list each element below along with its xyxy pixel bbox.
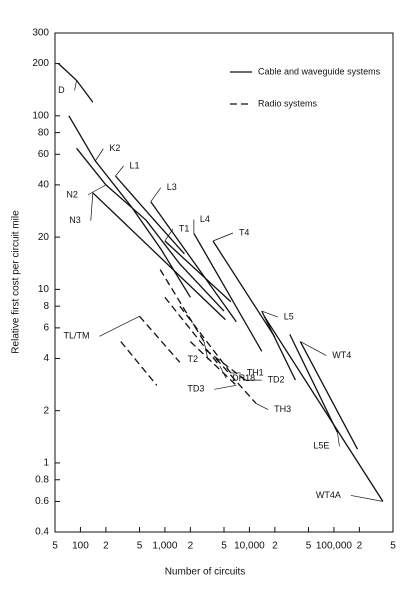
x-tick-label: 5 [137, 541, 143, 552]
cost-line [164, 296, 221, 367]
label-leader [261, 310, 278, 318]
line-label: N3 [69, 215, 81, 225]
label-leader [337, 432, 340, 447]
cost-line [139, 315, 181, 363]
cost-line [289, 334, 338, 433]
y-tick-label: 40 [38, 180, 50, 191]
label-leader [350, 495, 383, 502]
legend-label: Cable and waveguide systems [258, 66, 381, 76]
cost-line [115, 175, 185, 255]
cost-line [120, 341, 158, 386]
x-tick-label: 5 [52, 541, 58, 552]
y-tick-label: 0.6 [35, 496, 49, 507]
label-leader [74, 80, 77, 91]
line-label: TL/TM [64, 331, 90, 341]
label-leader [95, 148, 104, 162]
line-label: WT4 [332, 350, 351, 360]
label-leader [255, 403, 269, 410]
x-tick-label: 1,000 [152, 541, 177, 552]
x-tick-label: 2 [272, 541, 278, 552]
line-label: TD3 [187, 384, 204, 394]
y-tick-label: 0.4 [35, 527, 49, 538]
line-label: TD2 [268, 374, 285, 384]
line-label: T2 [187, 354, 198, 364]
label-leader [150, 187, 162, 202]
cost-line [193, 233, 263, 352]
y-tick-label: 10 [38, 284, 50, 295]
cost-line [212, 240, 276, 338]
cost-line [204, 349, 246, 381]
plot-frame [54, 32, 394, 533]
label-leader [164, 228, 174, 242]
line-label: L5 [284, 311, 294, 321]
x-tick-label: 5 [390, 541, 396, 552]
label-leader [214, 384, 237, 390]
y-tick-label: 200 [32, 58, 49, 69]
cost-line [159, 269, 205, 342]
line-label: TH3 [274, 404, 291, 414]
line-label: L1 [130, 160, 140, 170]
x-axis-label: Number of circuits [165, 567, 246, 578]
x-tick-label: 100 [72, 541, 89, 552]
cost-line [215, 357, 257, 404]
line-label: TH1 [247, 367, 264, 377]
x-tick-label: 2 [188, 541, 194, 552]
label-leader [99, 315, 140, 337]
cost-line [150, 201, 237, 323]
cost-line [179, 305, 232, 374]
y-tick-label: 6 [43, 323, 49, 334]
label-leader [300, 341, 327, 356]
label-leader [90, 192, 94, 221]
cost-line [299, 341, 359, 450]
x-tick-label: 2 [357, 541, 363, 552]
line-label: WT4A [316, 490, 341, 500]
label-leader [115, 165, 124, 177]
x-tick-label: 2 [103, 541, 109, 552]
line-label: N2 [66, 189, 78, 199]
y-tick-label: 300 [32, 28, 49, 39]
legend-label: Radio systems [258, 98, 318, 108]
line-label: T4 [239, 227, 250, 237]
label-leader [87, 184, 107, 196]
line-label: T1 [179, 223, 190, 233]
line-label: L3 [167, 182, 177, 192]
y-tick-label: 2 [43, 405, 49, 416]
cost-line [58, 63, 94, 103]
y-axis-label: Relative first cost per circuit mile [11, 210, 22, 354]
cost-line [92, 192, 226, 321]
line-label: L4 [200, 214, 210, 224]
cost-line [164, 240, 232, 303]
line-label: D [58, 85, 65, 95]
x-tick-label: 5 [221, 541, 227, 552]
cost-line [261, 310, 296, 381]
y-tick-label: 4 [43, 353, 49, 364]
x-tick-label: 10,000 [234, 541, 265, 552]
line-label: DR18 [232, 373, 255, 383]
y-tick-label: 8 [43, 301, 49, 312]
y-tick-label: 80 [38, 127, 50, 138]
line-label: K2 [109, 143, 120, 153]
x-tick-label: 100,000 [316, 541, 353, 552]
line-label: L5E [313, 441, 329, 451]
y-tick-label: 60 [38, 149, 50, 160]
label-leader [212, 232, 234, 242]
y-tick-label: 0.8 [35, 474, 49, 485]
y-tick-label: 20 [38, 232, 50, 243]
y-tick-label: 1 [43, 458, 49, 469]
cost-line [263, 315, 384, 502]
y-tick-label: 100 [32, 110, 49, 121]
cost-line [76, 147, 225, 312]
x-tick-label: 5 [306, 541, 312, 552]
